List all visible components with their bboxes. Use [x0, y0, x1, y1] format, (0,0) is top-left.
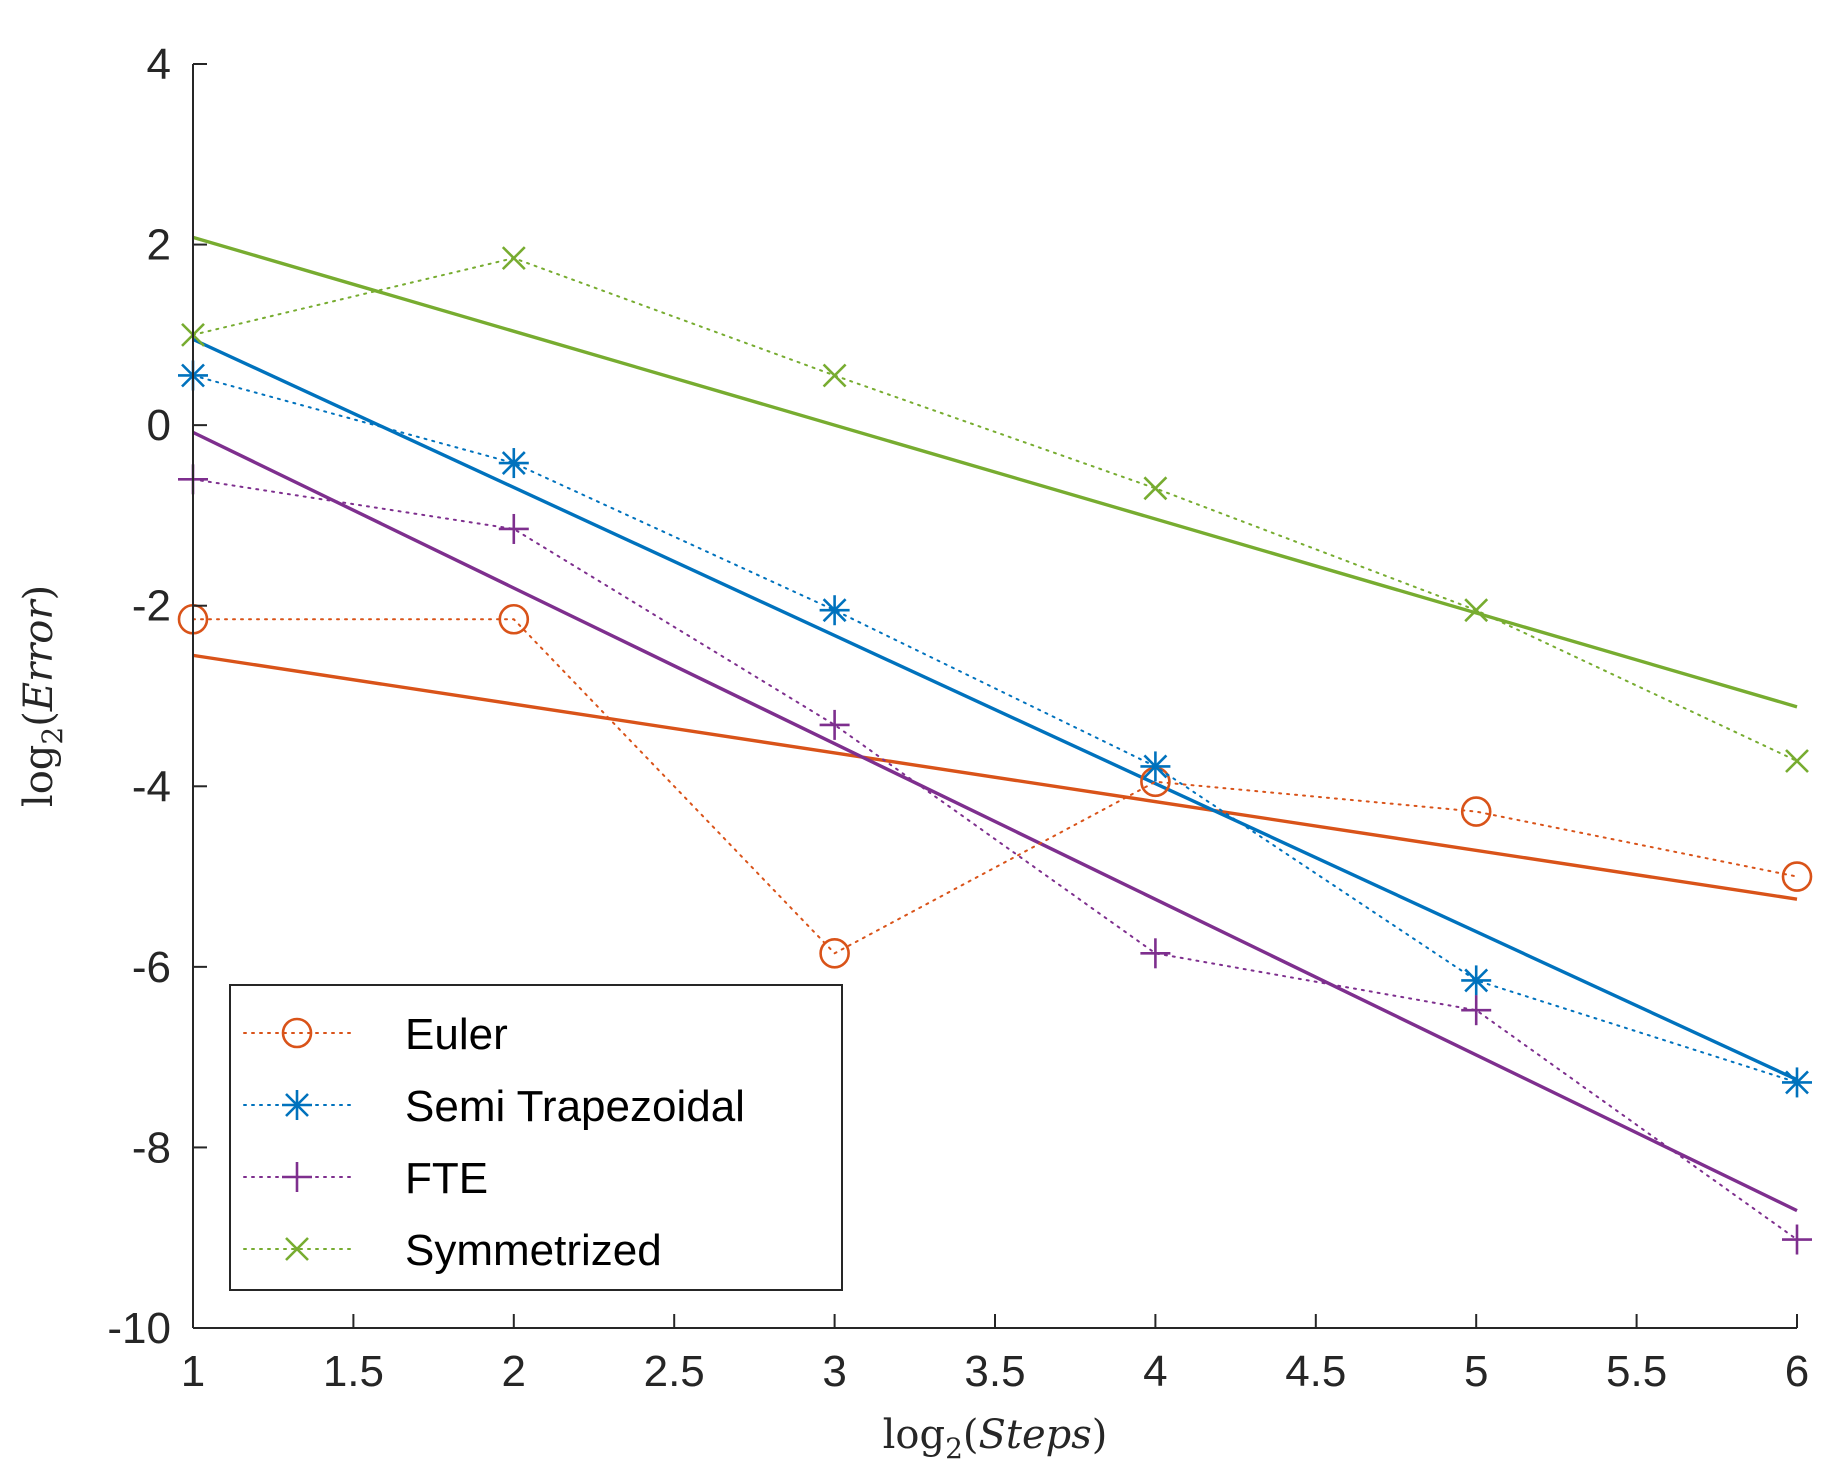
point-euler-5-shape	[1460, 796, 1492, 827]
y-tick-label-2: -8	[132, 1123, 171, 1172]
series-symmetrized	[181, 246, 1809, 773]
y-tick-label-7: 2	[147, 221, 171, 270]
x-tick-label-9: 5	[1464, 1347, 1488, 1396]
axis-titles: log2(Steps)log2(Error)	[16, 585, 1107, 1465]
x-tick-label-6: 3.5	[964, 1347, 1025, 1396]
fit-line-semi-trapezoidal	[192, 337, 1798, 1082]
x-tick-label-3: 2	[502, 1347, 526, 1396]
y-tick-label-6: 0	[147, 401, 171, 450]
legend-item-semi-trapezoidal: Semi Trapezoidal	[243, 1082, 745, 1131]
point-symmetrized-2-d2	[501, 246, 526, 271]
y-axis-title-rparen: )	[16, 585, 62, 601]
legend-marker-symmetrized	[285, 1237, 309, 1261]
axes: 1 1.5 2 2.5 3 3.5 4 4.5 5 5.5 6 -10 -8 -6 -4 -2 0 2 4	[107, 40, 1809, 1396]
point-semi-trapezoidal-3	[819, 595, 850, 626]
point-euler-2-shape	[498, 603, 530, 635]
point-semi-trapezoidal-4	[1140, 751, 1171, 782]
legend-marker-semi-trapezoidal	[282, 1090, 312, 1120]
point-euler-6	[1781, 861, 1813, 892]
point-semi-trapezoidal-2	[498, 448, 529, 479]
x-tick-label-10: 5.5	[1606, 1347, 1667, 1396]
y-tick-label-5: -2	[132, 582, 171, 631]
legend-marker-semi-trapezoidal-d2	[285, 1093, 309, 1117]
x-axis-title-sub: 2	[945, 1432, 963, 1465]
legend-item-euler: Euler	[243, 1010, 508, 1059]
point-symmetrized-3-d2	[822, 363, 847, 388]
point-symmetrized-2	[501, 246, 526, 271]
fit-line-symmetrized	[192, 235, 1798, 709]
y-tick-label-4: -4	[132, 762, 171, 811]
point-euler-3	[819, 938, 850, 969]
x-axis-title-lparen: (	[963, 1412, 979, 1458]
y-axis-title-arg: Error	[16, 598, 62, 713]
point-semi-trapezoidal-4-d2	[1143, 754, 1168, 779]
legend-label-fte: FTE	[405, 1154, 488, 1203]
y-axis-title-fn: log	[16, 745, 62, 807]
point-euler-5	[1460, 796, 1492, 827]
x-axis-title-arg: Steps	[979, 1412, 1092, 1458]
legend-label-euler: Euler	[405, 1010, 508, 1059]
y-axis-title-lparen: (	[16, 711, 62, 727]
legend-label-symmetrized: Symmetrized	[405, 1226, 662, 1275]
fit-line-euler	[192, 653, 1798, 901]
point-semi-trapezoidal-2-d2	[501, 451, 526, 475]
x-tick-label-2: 1.5	[323, 1347, 384, 1396]
x-tick-label-5: 3	[822, 1347, 846, 1396]
point-semi-trapezoidal-5-d2	[1464, 968, 1489, 993]
data-series	[177, 246, 1813, 1255]
point-fte-2	[498, 513, 529, 544]
legend-marker-euler-shape	[281, 1017, 313, 1049]
data-line-symmetrized	[192, 257, 1798, 763]
x-tick-label-8: 4.5	[1285, 1347, 1346, 1396]
legend-item-symmetrized: Symmetrized	[243, 1226, 662, 1275]
point-euler-3-shape	[819, 938, 850, 969]
x-tick-label-1: 1	[181, 1347, 205, 1396]
point-fte-6	[1782, 1224, 1812, 1255]
point-fte-3	[819, 709, 850, 740]
y-axis-title-sub: 2	[36, 727, 69, 745]
point-symmetrized-6-d2	[1785, 749, 1809, 773]
point-euler-2	[498, 603, 530, 635]
point-semi-trapezoidal-5	[1461, 965, 1492, 996]
y-tick-label-1: -10	[107, 1304, 171, 1353]
fit-lines	[192, 235, 1798, 1213]
x-axis-title-rparen: )	[1092, 1412, 1108, 1458]
legend-item-fte: FTE	[243, 1154, 488, 1203]
legend-marker-euler	[281, 1017, 313, 1049]
legend-marker-fte	[282, 1162, 312, 1192]
x-tick-label-7: 4	[1143, 1347, 1167, 1396]
point-euler-6-shape	[1781, 861, 1813, 892]
series-euler	[177, 603, 1813, 969]
legend-marker-symmetrized-d2	[285, 1237, 309, 1261]
y-tick-label-8: 4	[147, 40, 171, 89]
point-fte-5	[1461, 995, 1492, 1026]
x-axis-title: log2(Steps)	[883, 1412, 1108, 1465]
legend-label-semi-trapezoidal: Semi Trapezoidal	[405, 1082, 745, 1131]
point-symmetrized-3	[822, 363, 847, 388]
y-axis-title: log2(Error)	[16, 585, 69, 807]
series-semi-trapezoidal	[178, 360, 1812, 1098]
point-symmetrized-5-d2	[1464, 598, 1489, 623]
x-tick-label-4: 2.5	[644, 1347, 705, 1396]
legend-box	[229, 984, 843, 1291]
data-line-semi-trapezoidal	[192, 374, 1798, 1084]
point-semi-trapezoidal-6	[1782, 1067, 1812, 1098]
data-line-fte	[192, 478, 1798, 1241]
x-axis-title-fn: log	[883, 1412, 945, 1458]
y-tick-label-3: -6	[132, 943, 171, 992]
fit-line-fte	[192, 430, 1798, 1213]
point-symmetrized-5	[1464, 598, 1489, 623]
point-semi-trapezoidal-3-d2	[822, 598, 847, 623]
point-fte-4	[1140, 938, 1171, 969]
point-symmetrized-4	[1143, 476, 1168, 501]
point-semi-trapezoidal-6-d2	[1785, 1070, 1809, 1095]
legend: Euler Semi Trapezoidal FTE Symmetrized	[229, 984, 843, 1291]
point-symmetrized-6	[1785, 749, 1809, 773]
x-tick-label-11: 6	[1785, 1347, 1809, 1396]
point-symmetrized-4-d2	[1143, 476, 1168, 501]
